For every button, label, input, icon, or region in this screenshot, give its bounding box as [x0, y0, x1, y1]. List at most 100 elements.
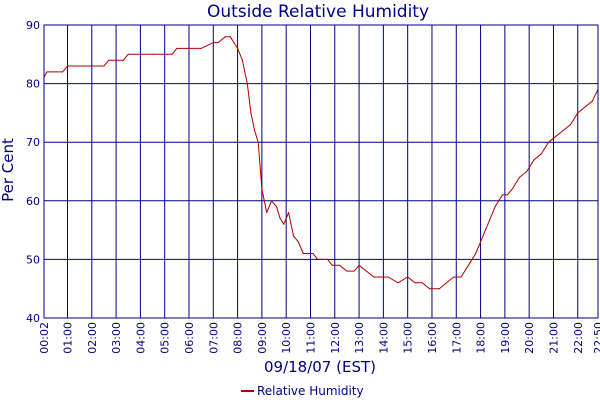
humidity-data-point [365, 270, 367, 272]
humidity-data-point [346, 270, 348, 272]
humidity-data-point [115, 59, 117, 61]
humidity-data-point [317, 258, 319, 260]
humidity-data-point [293, 235, 294, 237]
x-tick-label: 14:00 [377, 322, 390, 354]
humidity-data-point [122, 59, 124, 61]
humidity-data-point [261, 188, 263, 190]
humidity-data-point [283, 223, 285, 225]
humidity-data-point [241, 59, 243, 61]
x-tick-label: 01:00 [61, 322, 74, 354]
humidity-data-point [487, 223, 489, 225]
humidity-data-point [387, 276, 389, 278]
humidity-data-point [358, 264, 360, 266]
humidity-data-point [67, 65, 68, 67]
humidity-data-point [540, 153, 542, 155]
humidity-data-point [453, 276, 455, 278]
humidity-data-point [475, 253, 477, 254]
humidity-data-point [506, 194, 508, 196]
y-tick-label: 40 [26, 312, 40, 325]
chart-title: Outside Relative Humidity [207, 2, 429, 22]
plot-frame [43, 24, 599, 319]
x-axis-title: 09/18/07 (EST) [264, 358, 376, 376]
humidity-data-point [518, 176, 520, 178]
x-tick-label: 21:00 [547, 322, 560, 354]
humidity-data-point [176, 47, 178, 49]
humidity-data-point [139, 53, 141, 55]
x-tick-label: 09:00 [256, 322, 269, 354]
humidity-data-point [480, 241, 482, 243]
humidity-data-point [171, 53, 173, 55]
humidity-data-point [570, 124, 571, 126]
humidity-data-point [152, 53, 153, 55]
x-tick-label: 18:00 [475, 322, 488, 354]
humidity-data-point [302, 253, 304, 254]
humidity-data-point [250, 112, 252, 114]
humidity-data-point [164, 53, 166, 55]
humidity-data-point [460, 276, 462, 278]
humidity-data-point [577, 112, 579, 114]
humidity-data-point [246, 83, 248, 85]
x-tick-label: 22:50 [592, 322, 600, 354]
y-tick-labels: 40 50 60 70 80 90 [26, 19, 40, 325]
humidity-data-point [446, 282, 447, 284]
x-tick-label: 22:00 [572, 322, 585, 354]
x-tick-label: 08:00 [232, 322, 245, 354]
humidity-data-point [266, 212, 268, 213]
humidity-data-point [288, 212, 290, 213]
humidity-data-point [429, 288, 430, 290]
humidity-data-point [353, 270, 355, 272]
humidity-data-point [533, 159, 535, 161]
humidity-data-point [421, 282, 423, 284]
humidity-data-point [62, 71, 64, 73]
humidity-series-line [43, 36, 599, 290]
humidity-data-point [91, 65, 93, 67]
x-tick-label: 17:00 [450, 322, 463, 354]
x-tick-label: 11:00 [304, 322, 317, 354]
x-tick-label: 16:00 [426, 322, 439, 354]
y-tick-label: 60 [26, 195, 40, 208]
humidity-data-point [200, 47, 202, 49]
humidity-data-point [257, 141, 259, 143]
humidity-data-point [276, 206, 277, 208]
x-tick-labels: 00:02 01:00 02:00 03:00 04:00 05:00 06:00 07:00… [38, 322, 600, 354]
humidity-data-point [271, 200, 273, 202]
humidity-data-point [297, 241, 299, 243]
humidity-data-point [322, 258, 324, 260]
x-tick-label: 12:00 [329, 322, 342, 354]
humidity-data-point [237, 47, 239, 49]
humidity-data-point [103, 65, 105, 67]
humidity-data-point [467, 264, 469, 266]
humidity-data-point [307, 253, 309, 254]
humidity-data-point [52, 71, 54, 73]
y-axis-title: Per Cent [0, 138, 17, 202]
humidity-data-point [212, 42, 214, 44]
humidity-data-point [494, 206, 496, 208]
x-tick-label: 04:00 [134, 322, 147, 354]
x-tick-label: 10:00 [280, 322, 293, 354]
humidity-data-point [127, 53, 129, 55]
humidity-data-point [438, 288, 440, 290]
humidity-data-point [526, 171, 528, 172]
humidity-data-point [108, 59, 110, 61]
series-layer [43, 36, 599, 290]
grid [43, 24, 599, 319]
humidity-data-point [229, 36, 231, 38]
x-tick-label: 13:00 [353, 322, 366, 354]
humidity-data-point [331, 264, 333, 266]
legend: Relative Humidity [241, 384, 364, 398]
x-tick-label: 05:00 [159, 322, 172, 354]
humidity-data-point [339, 264, 341, 266]
x-tick-label: 19:00 [499, 322, 512, 354]
humidity-data-point [217, 42, 219, 44]
x-tick-label: 03:00 [110, 322, 123, 354]
humidity-data-point [327, 258, 328, 260]
humidity-data-point [373, 276, 375, 278]
humidity-data-point [224, 36, 226, 38]
humidity-data-point [279, 217, 281, 219]
x-tick-label: 20:00 [523, 322, 536, 354]
humidity-data-point [380, 276, 382, 278]
humidity-data-point [414, 282, 416, 284]
humidity-data-point [188, 47, 190, 49]
humidity-data-point [312, 253, 314, 254]
